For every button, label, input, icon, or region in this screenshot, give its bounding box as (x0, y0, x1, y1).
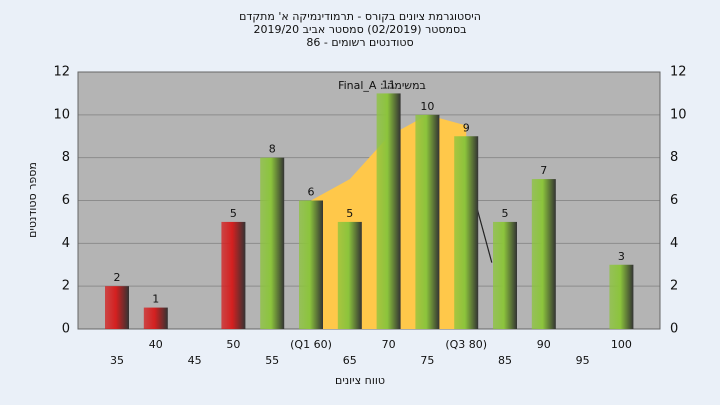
y2-tick-label: 6 (670, 193, 678, 208)
data-label: 3 (618, 250, 625, 263)
x-tick-label: 75 (420, 354, 434, 367)
x-tick-label: 50 (226, 338, 240, 351)
bar (454, 136, 479, 329)
bar (143, 307, 168, 329)
annotation: במשימה : Final_A (338, 79, 426, 92)
x-tick-label: 40 (149, 338, 163, 351)
x-tick-label: (Q3 80) (445, 338, 487, 351)
y2-tick-label: 0 (670, 322, 678, 337)
bar (260, 157, 285, 329)
data-label: 9 (463, 121, 470, 134)
y-tick-label: 2 (62, 279, 70, 294)
data-label: 1 (152, 293, 159, 306)
bar (531, 179, 556, 329)
data-label: 5 (502, 207, 509, 220)
data-label: 6 (308, 186, 315, 199)
data-label: 5 (230, 207, 237, 220)
data-label: 8 (269, 143, 276, 156)
y-tick-label: 4 (62, 236, 70, 251)
bar (609, 264, 634, 329)
bar (493, 221, 517, 329)
y-tick-label: 0 (62, 322, 70, 337)
x-tick-label: (Q1 60) (290, 338, 332, 351)
bar (221, 221, 246, 329)
x-tick-label: 95 (576, 354, 590, 367)
y-tick-label: 10 (53, 107, 70, 122)
data-label: 5 (346, 207, 353, 220)
x-tick-label: 100 (611, 338, 632, 351)
y2-tick-label: 2 (670, 279, 678, 294)
x-tick-label: 55 (265, 354, 279, 367)
bar (415, 114, 440, 329)
y-axis-label: מספר סטודנטים (26, 162, 39, 238)
y-tick-label: 12 (53, 65, 70, 80)
chart-subtitle: בסמסטר (02/2019) סמסטר אביב 2019/20 (253, 23, 466, 36)
x-tick-label: 85 (498, 354, 512, 367)
chart-title: היסטוגרמת ציונים בקורס - תרמודינמיקה א' … (239, 10, 481, 23)
x-tick-label: 45 (188, 354, 202, 367)
x-tick-label: 35 (110, 354, 124, 367)
data-label: 7 (540, 164, 547, 177)
x-tick-label: 70 (382, 338, 396, 351)
bar (299, 200, 323, 329)
y2-tick-label: 12 (670, 65, 687, 80)
data-label: 10 (420, 100, 434, 113)
y2-tick-label: 8 (670, 150, 678, 165)
y-tick-label: 6 (62, 193, 70, 208)
y-tick-label: 8 (62, 150, 70, 165)
x-axis-label: טווח ציונים (335, 374, 385, 387)
y2-tick-label: 4 (670, 236, 678, 251)
bar (376, 93, 401, 330)
chart-subtitle: סטודנטים רשומים - 86 (306, 36, 413, 49)
x-tick-label: 90 (537, 338, 551, 351)
y2-tick-label: 10 (670, 107, 687, 122)
bar (105, 286, 129, 329)
x-tick-label: 65 (343, 354, 357, 367)
bar (337, 221, 362, 329)
data-label: 11 (382, 78, 396, 91)
data-label: 2 (114, 271, 121, 284)
